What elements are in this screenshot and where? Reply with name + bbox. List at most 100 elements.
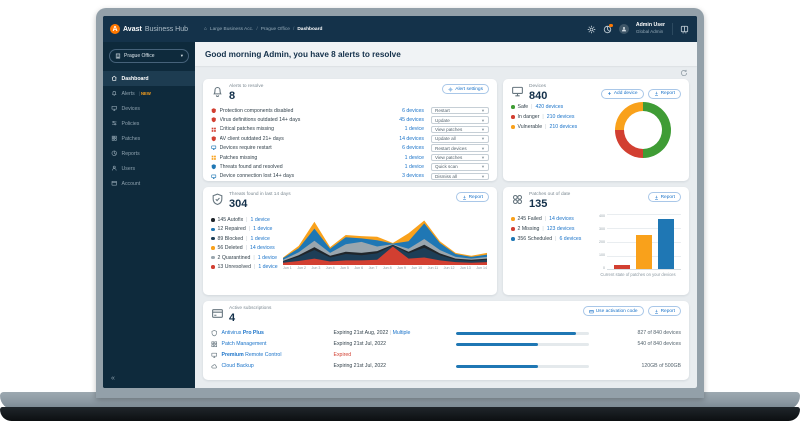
monitor-icon [211, 145, 217, 151]
y-tick-label: 300 [599, 226, 605, 231]
breadcrumb-org[interactable]: Large Business Acc. [209, 26, 254, 32]
report-button[interactable]: Report [647, 88, 681, 99]
alert-devices-link[interactable]: 1 device [404, 163, 424, 170]
legend-link[interactable]: 210 devices [549, 123, 578, 130]
y-tick-label: 0 [603, 265, 605, 270]
alert-action-select[interactable]: View patches ▼ [431, 125, 489, 134]
legend-link[interactable]: 420 devices [535, 103, 564, 110]
subscription-name-link[interactable]: Premium Remote Control [221, 352, 282, 359]
user-avatar[interactable] [618, 24, 629, 34]
subscription-name-link[interactable]: Antivirus Pro Plus [221, 330, 264, 337]
x-tick-label: Jun 1 [283, 265, 292, 270]
sidebar-item-patches[interactable]: Patches [103, 131, 195, 146]
chevron-down-icon: ▼ [481, 164, 485, 170]
dashboard-cards: Alerts to resolve 8 Alert settings [195, 79, 697, 388]
alert-text: Device connection lost 14+ days [219, 173, 295, 180]
alert-action-select[interactable]: Restart ▼ [431, 106, 489, 115]
topbar-divider [672, 23, 673, 35]
card-label: Threats found in last 14 days [229, 192, 291, 197]
alert-text: Virus definitions outdated 14+ days [219, 117, 301, 124]
monitor-icon [211, 352, 218, 359]
alert-row: Protection components disabled 6 devices… [211, 106, 489, 115]
alert-text: Threats found and resolved [219, 163, 283, 170]
notifications-icon[interactable] [603, 23, 613, 34]
cloud-icon [211, 363, 218, 370]
subscription-name-link[interactable]: Cloud Backup [221, 363, 254, 370]
legend-dot [511, 227, 515, 231]
sidebar-item-account[interactable]: Account [103, 176, 195, 191]
x-tick-label: Jun 7 [368, 265, 378, 270]
legend-item: 13 Unresolved | 1 device [211, 264, 283, 270]
alert-action-select[interactable]: Update ▼ [431, 116, 489, 124]
legend-dot [211, 218, 215, 222]
sidebar-collapse-toggle[interactable]: « [111, 375, 115, 382]
legend-link[interactable]: 1 device [250, 216, 270, 223]
sidebar-item-devices[interactable]: Devices [103, 101, 195, 116]
user-name: Admin User [635, 22, 665, 29]
alert-devices-link[interactable]: 14 devices [399, 135, 424, 142]
legend-link[interactable]: 1 device [253, 226, 273, 233]
alert-devices-link[interactable]: 6 devices [402, 145, 424, 152]
alert-devices-link[interactable]: 1 device [404, 126, 424, 133]
user-menu[interactable]: Admin User Global Admin [635, 22, 665, 34]
legend-item: Safe | 420 devices [511, 104, 577, 110]
settings-gear-icon[interactable] [587, 25, 596, 34]
legend-link[interactable]: 1 device [258, 263, 278, 270]
alert-devices-link[interactable]: 1 device [404, 154, 424, 161]
alert-action-select[interactable]: Update all ▼ [431, 135, 489, 143]
bars [607, 214, 681, 269]
sidebar-item-dashboard[interactable]: Dashboard [103, 71, 195, 86]
sidebar-item-reports[interactable]: Reports [103, 146, 195, 161]
legend-link[interactable]: 210 devices [546, 113, 575, 120]
use-activation-code-button[interactable]: Use activation code [582, 306, 644, 316]
legend-link[interactable]: 14 devices [549, 215, 574, 222]
alert-text: Critical patches missing [219, 126, 275, 133]
bar-failed [636, 234, 652, 269]
app-window: A Avast Business Hub ⌂ Large Business Ac… [103, 16, 697, 388]
site-selector[interactable]: Prague Office ▾ [109, 49, 189, 63]
legend-item: 145 Autofix | 1 device [211, 217, 283, 223]
alert-action-select[interactable]: Restart devices ▼ [431, 144, 489, 152]
account-card-icon [111, 181, 117, 186]
billing-icon[interactable] [680, 25, 689, 34]
laptop-bottom-edge [0, 407, 800, 421]
legend-link[interactable]: 1 device [250, 235, 270, 242]
report-button[interactable]: Report [647, 306, 681, 316]
page-title: Good morning Admin, you have 8 alerts to… [205, 49, 401, 59]
alert-action-select[interactable]: View patches ▼ [431, 153, 489, 162]
alert-devices-link[interactable]: 45 devices [399, 117, 424, 124]
multiple-link[interactable]: Multiple [392, 330, 411, 337]
x-tick-label: Jun 9 [397, 265, 406, 270]
alert-text: AV client outdated 21+ days [219, 135, 284, 142]
breadcrumb-site[interactable]: Prague Office [260, 26, 290, 32]
alert-list: Protection components disabled 6 devices… [211, 106, 489, 181]
alert-row: Devices require restart 6 devices Restar… [211, 144, 489, 153]
alert-action-select[interactable]: Quick scan ▼ [431, 163, 489, 171]
alert-devices-link[interactable]: 6 devices [402, 107, 424, 114]
x-tick-label: Jun 8 [382, 265, 392, 270]
legend-dot [511, 115, 515, 119]
sidebar-item-alerts[interactable]: Alerts | NEW [103, 86, 195, 101]
y-tick-label: 200 [599, 239, 605, 244]
legend-link[interactable]: 6 devices [559, 235, 582, 242]
report-button[interactable]: Report [647, 192, 681, 202]
subscription-name-link[interactable]: Patch Management [221, 341, 267, 348]
subscription-row: Cloud Backup Expiring 21st Jul, 2022 120… [211, 361, 681, 372]
legend-link[interactable]: 14 devices [249, 245, 275, 252]
shield-check-icon [211, 164, 217, 170]
sidebar-item-users[interactable]: Users [103, 161, 195, 176]
download-icon [462, 195, 466, 199]
legend-link[interactable]: 1 device [257, 254, 278, 261]
alert-devices-link[interactable]: 3 devices [402, 173, 424, 180]
alert-settings-button[interactable]: Alert settings [442, 84, 489, 94]
report-button[interactable]: Report [455, 192, 489, 202]
add-device-button[interactable]: Add device [600, 88, 644, 99]
monitor-icon [511, 85, 524, 98]
refresh-icon[interactable] [680, 69, 688, 77]
sidebar-item-policies[interactable]: Policies [103, 116, 195, 131]
brand-logo[interactable]: A Avast Business Hub [110, 24, 188, 34]
alert-action-select[interactable]: Dismiss all ▼ [431, 172, 489, 181]
notification-badge [609, 23, 613, 27]
home-icon[interactable]: ⌂ [204, 26, 207, 32]
legend-link[interactable]: 123 devices [546, 225, 575, 232]
